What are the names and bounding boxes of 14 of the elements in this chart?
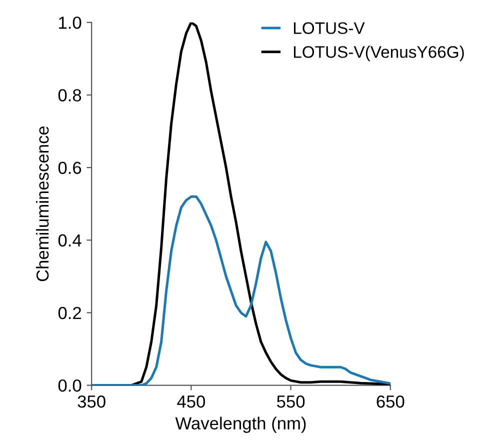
y-tick-label: 0.0 [58,379,82,392]
legend-label: LOTUS-V(VenusY66G) [294,46,464,62]
x-tick-label: 350 [78,395,106,408]
y-tick-label: 0.8 [58,89,82,102]
y-axis-title: Chemiluminescence [36,126,49,282]
y-tick-label: 0.4 [58,234,82,247]
x-tick-label: 450 [177,395,205,408]
x-axis-title: Wavelength (nm) [175,416,306,433]
x-tick-label: 550 [277,395,305,408]
y-tick-label: 0.2 [58,306,81,320]
x-tick-label: 650 [376,395,404,408]
y-tick-label: 0.6 [58,162,82,174]
legend-label: LOTUS-V [294,22,365,34]
y-tick-label: 1.0 [59,16,82,29]
